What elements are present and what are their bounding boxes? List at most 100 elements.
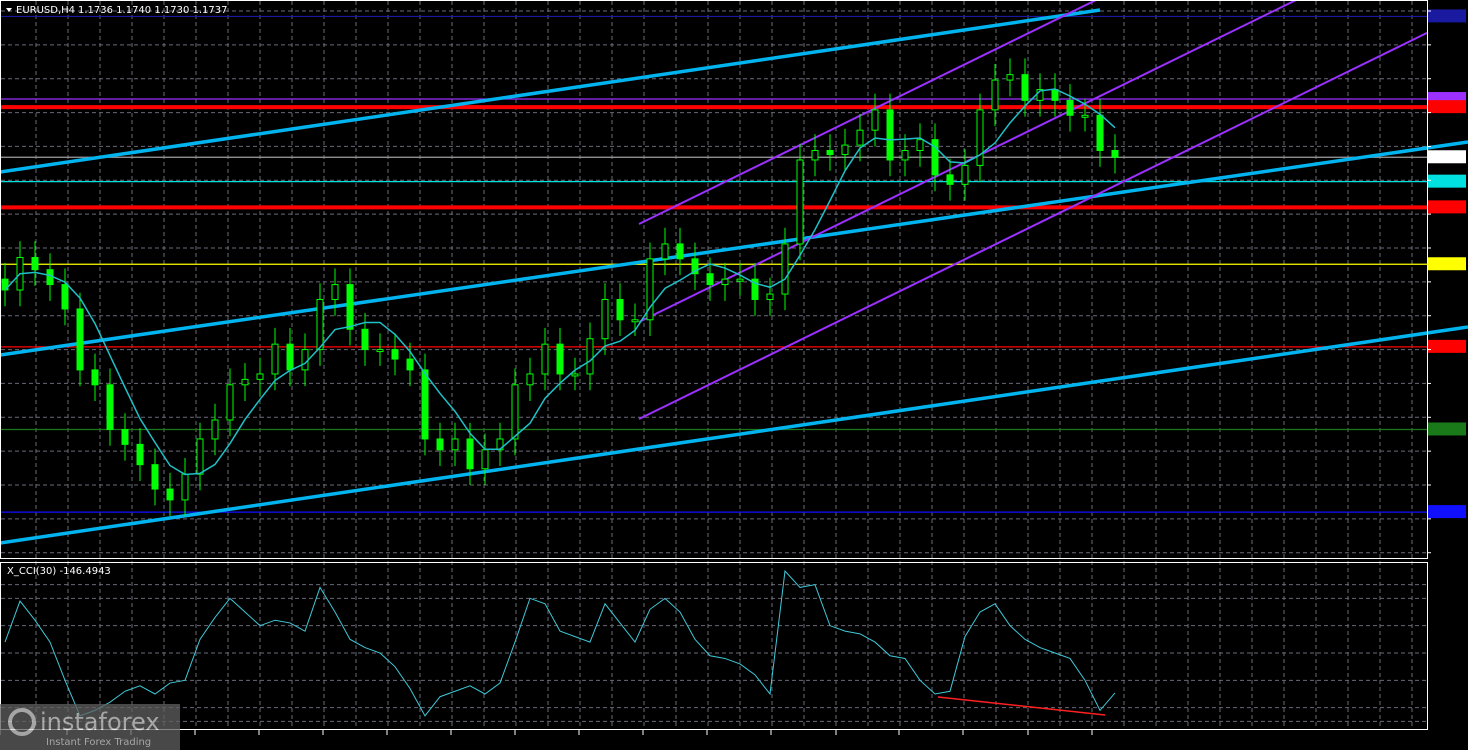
price-level-badge <box>1428 257 1466 271</box>
candle-body <box>451 438 459 451</box>
candle-body <box>421 369 429 440</box>
trendlines[interactable] <box>0 0 1468 545</box>
candle-body <box>781 243 789 295</box>
candle-body <box>826 149 834 156</box>
candle-body <box>1006 74 1014 81</box>
cci-line <box>4 569 1116 717</box>
candle-body <box>556 343 564 375</box>
candle-body <box>241 378 249 386</box>
candle-body <box>886 109 894 161</box>
candle-body <box>691 258 699 275</box>
candle-body <box>361 328 369 351</box>
price-level-badge <box>1428 339 1466 353</box>
candle-body <box>586 338 594 375</box>
candle-body <box>391 349 399 360</box>
candle-body <box>796 159 804 245</box>
candle-body <box>766 293 774 300</box>
candle-body <box>331 284 339 300</box>
price-levels <box>1 9 1466 519</box>
candle-body <box>991 79 999 111</box>
candle-body <box>646 258 654 321</box>
candle-body <box>1066 99 1074 116</box>
candle-body <box>1081 114 1089 118</box>
candle-body <box>346 284 354 330</box>
candle-body <box>931 139 939 176</box>
candle-body <box>151 464 159 490</box>
candle-body <box>721 278 729 286</box>
candle-body <box>676 243 684 260</box>
watermark-brand: instaforex <box>40 708 160 736</box>
candle-body <box>706 273 714 286</box>
candle-body <box>481 449 489 470</box>
cci-panel <box>4 569 1116 717</box>
candle-body <box>301 349 309 371</box>
candle-body <box>106 384 114 430</box>
cci-panel-frame <box>0 562 1428 730</box>
chart-header: EURUSD,H4 1.1736 1.1740 1.1730 1.1737 <box>6 5 228 16</box>
candle-body <box>541 343 549 375</box>
candle-body <box>226 384 234 421</box>
candle-body <box>181 473 189 501</box>
regression-line <box>0 325 1468 545</box>
candle-body <box>31 256 39 271</box>
candle-body <box>286 343 294 371</box>
price-axis[interactable] <box>1427 10 1431 554</box>
price-level-badge <box>1428 100 1466 114</box>
candle-body <box>961 164 969 185</box>
regression-line <box>0 8 1101 174</box>
candle-body <box>946 174 954 185</box>
candle-body <box>466 438 474 470</box>
candle-body <box>661 243 669 260</box>
price-level-badge <box>1428 200 1466 214</box>
watermark-logo: instaforex Instant Forex Trading <box>0 704 180 750</box>
candle-body <box>436 438 444 451</box>
candle-body <box>631 319 639 323</box>
candle-body <box>751 278 759 300</box>
regression-line <box>0 140 1468 357</box>
cci-label: X_CCI(30) -146.4943 <box>7 566 111 577</box>
watermark-tagline: Instant Forex Trading <box>46 737 151 748</box>
dropdown-triangle-icon[interactable] <box>6 8 12 12</box>
candle-body <box>376 349 384 353</box>
channel-line <box>638 0 1097 225</box>
candle-body <box>136 443 144 466</box>
candle-body <box>811 149 819 161</box>
candle-body <box>841 144 849 156</box>
candle-body <box>601 298 609 340</box>
candle-body <box>1021 74 1029 101</box>
candle-body <box>1111 149 1119 158</box>
candle-body <box>316 298 324 351</box>
price-level-badge <box>1428 422 1466 436</box>
price-level-badge <box>1428 505 1466 519</box>
candle-body <box>271 343 279 375</box>
candle-body <box>76 308 84 371</box>
channel-line <box>638 31 1428 420</box>
candle-body <box>511 384 519 440</box>
candle-body <box>976 109 984 166</box>
price-level-badge <box>1428 9 1466 23</box>
candle-body <box>916 139 924 151</box>
ohlc-values: 1.1736 1.1740 1.1730 1.1737 <box>78 5 228 16</box>
main-panel-frame <box>0 0 1428 559</box>
candle-body <box>256 373 264 380</box>
time-axis[interactable] <box>0 730 1093 735</box>
price-level-badge <box>1428 174 1466 188</box>
candle-body <box>526 373 534 386</box>
candle-body <box>166 488 174 501</box>
candle-body <box>616 298 624 321</box>
symbol-label: EURUSD,H4 <box>16 5 75 16</box>
candle-body <box>571 373 579 377</box>
price-level-badge <box>1428 150 1466 164</box>
candle-body <box>196 438 204 475</box>
divergence-line <box>937 696 1106 716</box>
candle-body <box>121 428 129 445</box>
instaforex-logo-icon <box>8 708 36 736</box>
candle-body <box>871 109 879 131</box>
candle-body <box>856 129 864 146</box>
candle-body <box>211 419 219 440</box>
candle-body <box>1096 114 1104 151</box>
candle-body <box>406 358 414 371</box>
candle-body <box>91 369 99 386</box>
candles <box>1 58 1119 517</box>
